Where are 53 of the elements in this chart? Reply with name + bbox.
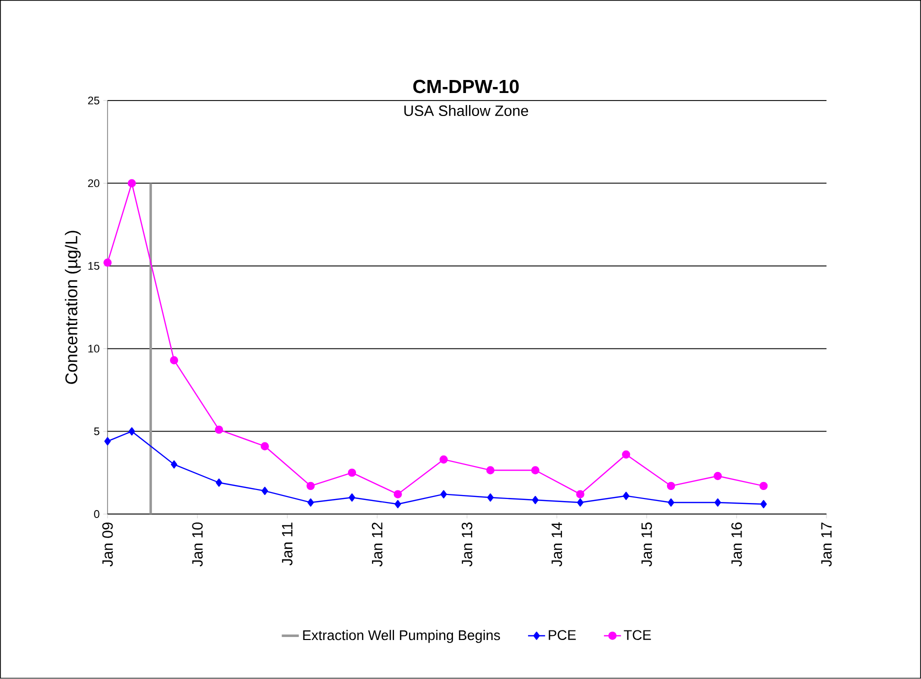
point (668, 498, 674, 507)
point (576, 490, 584, 498)
point (531, 466, 540, 474)
point (170, 356, 178, 364)
legend-label: Extraction Well Pumping Begins (303, 630, 500, 644)
point (622, 450, 630, 459)
point (622, 492, 630, 500)
point (262, 486, 268, 496)
point (487, 494, 494, 502)
y-tick-label: 10 (88, 344, 100, 353)
y-tick-label: 0 (94, 510, 100, 518)
point (440, 490, 447, 498)
y-tick-label: 20 (88, 180, 100, 188)
chart-title: CM-DPW-10 (413, 80, 519, 94)
x-tick-label: Jan 15 (642, 522, 652, 567)
y-tick-label: 15 (88, 262, 100, 270)
point (394, 490, 402, 498)
point (128, 179, 136, 188)
x-tick-label: Jan 10 (192, 522, 203, 567)
y-tick-label: 25 (88, 96, 100, 105)
point (486, 466, 494, 474)
point (577, 498, 584, 507)
point (214, 426, 224, 434)
point (348, 494, 356, 502)
point (216, 478, 222, 487)
x-tick-label: Jan 16 (731, 522, 742, 567)
point (306, 482, 315, 490)
point (440, 456, 448, 464)
legend-label: PCE (548, 630, 576, 640)
point (348, 468, 356, 477)
y-tick-label: 5 (94, 428, 100, 436)
x-tick-label: Jan 13 (462, 522, 472, 567)
point (714, 472, 722, 480)
point (104, 437, 111, 446)
y-axis-title: Concentration (µg/L) (64, 231, 81, 384)
point (260, 442, 269, 450)
point (532, 496, 539, 504)
x-tick-label: Jan 09 (102, 522, 113, 567)
x-tick-label: Jan 17 (821, 522, 832, 567)
x-tick-label: Jan 11 (282, 522, 292, 566)
point (170, 460, 178, 469)
point (128, 427, 136, 436)
point (760, 500, 767, 508)
point (714, 498, 721, 507)
point (307, 498, 314, 507)
x-tick-label: Jan 12 (372, 522, 382, 567)
point (759, 482, 768, 490)
point (103, 258, 112, 267)
point (394, 500, 402, 508)
x-tick-label: Jan 14 (552, 522, 562, 567)
legend-label: TCE (624, 630, 651, 640)
chart-subtitle: USA Shallow Zone (404, 105, 528, 116)
point (666, 482, 676, 490)
